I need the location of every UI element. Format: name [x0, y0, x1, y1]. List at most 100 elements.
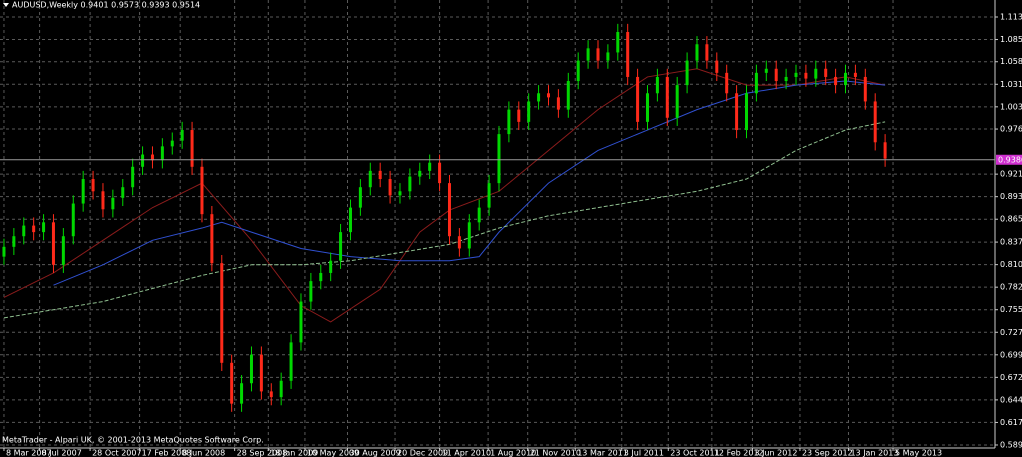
- candle-body: [873, 101, 877, 143]
- candle-body: [170, 140, 174, 147]
- x-tick-label: 3 Jun 2012: [754, 449, 797, 457]
- x-tick-label: 28 Oct 2007: [92, 449, 141, 457]
- candle-body: [378, 170, 382, 180]
- candle-body: [150, 154, 154, 161]
- candle-body: [91, 179, 95, 192]
- y-tick-label: 0.8378: [1000, 238, 1022, 247]
- candle-body: [546, 93, 550, 98]
- candle-body: [339, 232, 343, 261]
- candle-body: [368, 170, 372, 188]
- x-tick-label: 8 Mar 2007: [6, 449, 52, 457]
- x-tick-label: 18 Jan 2009: [270, 449, 318, 457]
- price-tag-label: 0.9386: [998, 155, 1022, 164]
- candle-body: [210, 214, 214, 264]
- candle-body: [121, 187, 125, 198]
- candle-body: [358, 187, 362, 208]
- candle-body: [735, 93, 739, 131]
- y-tick-label: 0.9762: [1000, 125, 1022, 134]
- candle-body: [675, 85, 679, 118]
- chart-title: AUDUSD,Weekly 0.9401 0.9573 0.9393 0.951…: [12, 1, 200, 10]
- x-tick-label: 17 Feb 2008: [142, 449, 192, 457]
- candle-body: [834, 76, 838, 86]
- candle-body: [556, 97, 560, 110]
- candle-body: [269, 391, 273, 398]
- x-tick-label: 13 Jan 2013: [850, 449, 898, 457]
- x-tick-label: 8 Jul 2007: [42, 449, 82, 457]
- candle-body: [259, 354, 263, 392]
- x-tick-label: 28 Sep 2008: [237, 449, 288, 457]
- y-tick-label: 0.6722: [1000, 373, 1022, 382]
- candle-body: [586, 48, 590, 61]
- candle-body: [289, 342, 293, 381]
- x-tick-label: 21 Nov 2010: [530, 449, 581, 457]
- candle-body: [418, 170, 422, 177]
- candle-body: [408, 176, 412, 192]
- x-tick-label: 23 Oct 2011: [670, 449, 719, 457]
- candle-body: [81, 179, 85, 204]
- x-tick-label: 10 May 2009: [307, 449, 359, 457]
- y-tick-label: 1.0858: [1000, 35, 1022, 44]
- candle-body: [695, 44, 699, 61]
- candle-body: [12, 236, 16, 247]
- moving-average: [53, 80, 886, 286]
- candle-body: [616, 32, 620, 53]
- y-tick-label: 0.6998: [1000, 350, 1022, 359]
- candle-body: [844, 72, 848, 86]
- x-tick-label: 12 Feb 2012: [714, 449, 764, 457]
- candle-body: [863, 76, 867, 102]
- candle-body: [477, 207, 481, 223]
- candle-body: [596, 48, 600, 61]
- candle-body: [101, 191, 105, 210]
- candle-body: [824, 68, 828, 77]
- x-tick-label: 23 Sep 2012: [802, 449, 853, 457]
- candle-body: [794, 72, 798, 77]
- candle-body: [42, 222, 46, 233]
- x-tick-label: 30 Aug 2009: [350, 449, 401, 457]
- x-tick-label: 3 Jul 2011: [624, 449, 664, 457]
- y-tick-label: 1.0034: [1000, 102, 1022, 111]
- x-tick-label: 8 Jun 2008: [182, 449, 225, 457]
- candle-body: [71, 203, 75, 237]
- candle-body: [467, 222, 471, 249]
- candle-body: [160, 146, 164, 161]
- candle-body: [32, 225, 36, 233]
- candle-body: [447, 183, 451, 237]
- candle-body: [774, 68, 778, 82]
- candle-body: [329, 260, 333, 273]
- candle-body: [853, 72, 857, 77]
- candle-body: [764, 68, 768, 73]
- y-tick-label: 0.7274: [1000, 328, 1022, 337]
- menu-arrow: [3, 3, 9, 7]
- candle-body: [754, 72, 758, 94]
- candle-body: [230, 362, 234, 404]
- candle-body: [200, 166, 204, 215]
- candle-body: [626, 32, 630, 77]
- x-tick-label: 20 Dec 2009: [397, 449, 448, 457]
- plot: [0, 23, 995, 412]
- y-tick-label: 1.0586: [1000, 57, 1022, 66]
- y-tick-label: 1.0310: [1000, 80, 1022, 89]
- candle-body: [655, 76, 659, 94]
- candle-body: [527, 101, 531, 122]
- candle-body: [705, 44, 709, 61]
- candle-body: [606, 52, 610, 61]
- candle-body: [249, 354, 253, 384]
- y-tick-label: 0.8102: [1000, 260, 1022, 269]
- candle-body: [566, 81, 570, 110]
- candle-body: [190, 130, 194, 167]
- candle-body: [715, 60, 719, 73]
- footer: MetaTrader - Alpari UK, © 2001-2013 Meta…: [2, 436, 264, 445]
- x-tick-label: 1 Aug 2010: [490, 449, 536, 457]
- candle-body: [240, 383, 244, 404]
- candle-body: [51, 222, 55, 265]
- x-tick-label: 13 Mar 2011: [577, 449, 628, 457]
- candle-body: [645, 93, 649, 122]
- candle-body: [517, 109, 521, 122]
- candle-body: [398, 191, 402, 196]
- candle-body: [537, 93, 541, 102]
- candle-body: [497, 134, 501, 184]
- x-tick-label: 11 Apr 2010: [442, 449, 491, 457]
- candle-body: [636, 76, 640, 122]
- candle-body: [319, 272, 323, 282]
